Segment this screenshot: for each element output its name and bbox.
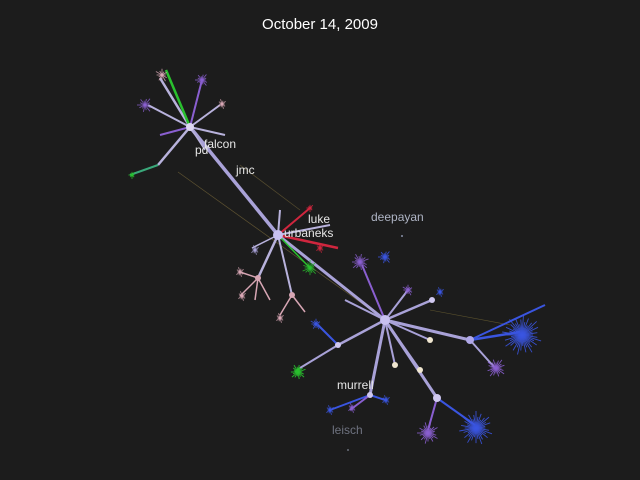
file-node-cluster: [276, 313, 284, 323]
hub-node: [335, 342, 341, 348]
file-node-cluster: [236, 267, 244, 277]
file-node-cluster: [502, 315, 542, 355]
developer-label-deepayan: deepayan: [371, 210, 424, 224]
hub-node: [380, 315, 390, 325]
file-node-cluster: [352, 253, 369, 270]
file-node-cluster: [238, 291, 246, 301]
file-node-cluster: [195, 74, 208, 87]
hub-nodes: [186, 123, 474, 451]
developer-labels: pd falcon jmc luke urbaneks deepayan mur…: [195, 137, 424, 437]
graph-edges: [129, 69, 546, 431]
hub-node: [186, 123, 194, 131]
hub-node: [289, 292, 295, 298]
file-node-cluster: [306, 204, 314, 212]
hub-node: [433, 394, 441, 402]
hub-node: [255, 275, 261, 281]
hub-node: [427, 337, 433, 343]
file-node-cluster: [302, 260, 317, 276]
hub-node: [392, 362, 398, 368]
node-clusters: [128, 68, 542, 445]
file-node-cluster: [251, 245, 259, 255]
file-node-cluster: [218, 99, 226, 109]
developer-node: [401, 235, 403, 237]
developer-label-jmc: jmc: [235, 163, 255, 177]
hub-node: [429, 297, 435, 303]
hub-node: [273, 230, 283, 240]
file-node-cluster: [402, 284, 413, 296]
file-node-cluster: [417, 422, 438, 444]
hub-node: [367, 392, 373, 398]
file-node-cluster: [436, 287, 444, 297]
developer-label-leisch: leisch: [332, 423, 363, 437]
file-node-cluster: [316, 243, 324, 253]
developer-node: [347, 449, 349, 451]
developer-label-murrell: murrell: [337, 378, 374, 392]
developer-label-urbaneks: urbaneks: [284, 226, 333, 240]
file-node-cluster: [137, 98, 151, 113]
file-node-cluster: [155, 68, 167, 82]
hub-node: [466, 336, 474, 344]
date-title: October 14, 2009: [262, 16, 378, 33]
file-node-cluster: [382, 395, 390, 405]
developer-label-falcon: falcon: [204, 137, 236, 151]
file-node-cluster: [290, 364, 306, 380]
file-node-cluster: [310, 318, 321, 330]
file-node-cluster: [348, 403, 356, 413]
file-node-cluster: [378, 251, 391, 264]
developer-label-pd: pd: [195, 143, 208, 157]
file-node-cluster: [487, 359, 505, 377]
developer-label-luke: luke: [308, 212, 330, 226]
file-node-cluster: [326, 405, 334, 415]
hub-node: [417, 367, 423, 373]
file-node-cluster: [128, 171, 136, 179]
file-node-cluster: [459, 411, 493, 445]
